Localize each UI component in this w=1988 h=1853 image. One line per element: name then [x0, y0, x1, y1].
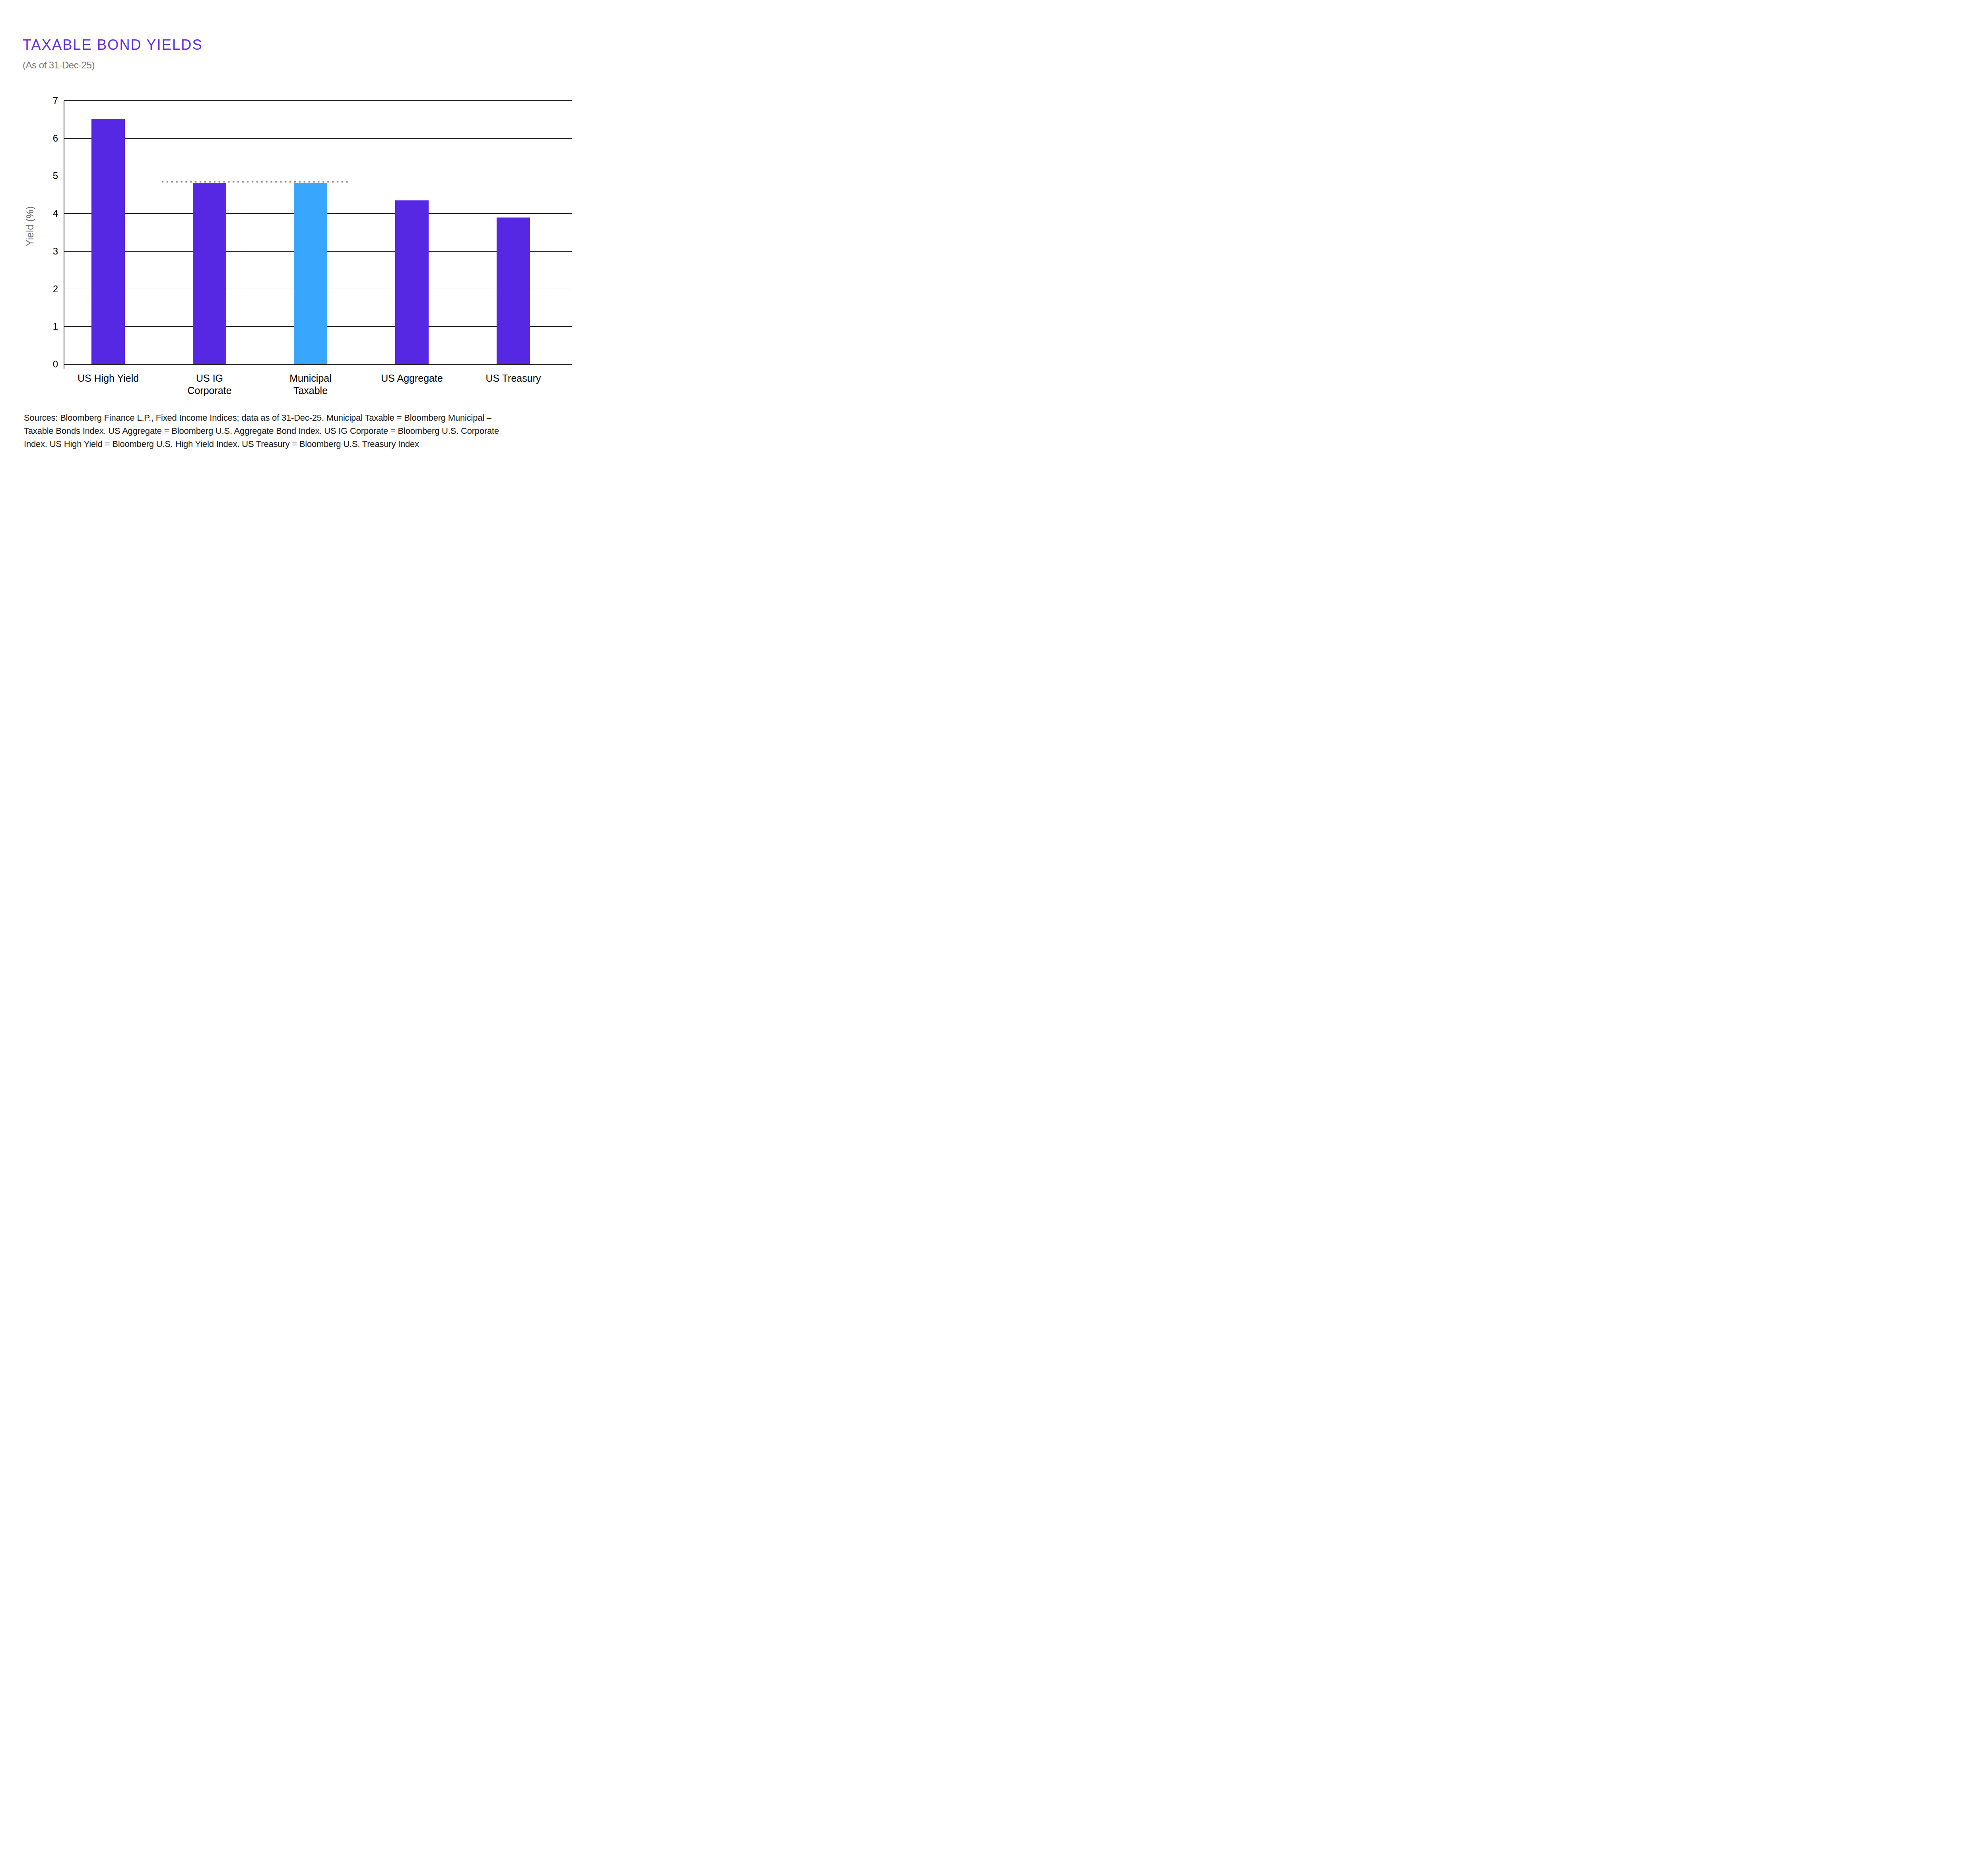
- y-tick-label-6: 6: [30, 132, 58, 144]
- gridline-7: [64, 100, 572, 101]
- y-tick-label-0: 0: [30, 358, 58, 370]
- x-label-us-high-yield: US High Yield: [62, 372, 154, 385]
- chart-subtitle: (As of 31-Dec-25): [23, 60, 95, 71]
- gridline-5: [64, 176, 572, 177]
- source-note-line: Taxable Bonds Index. US Aggregate = Bloo…: [24, 424, 573, 437]
- gridline-6: [64, 138, 572, 139]
- chart-title: TAXABLE BOND YIELDS: [23, 37, 203, 53]
- y-tick-label-2: 2: [30, 283, 58, 295]
- bar-us-ig-corporate: [193, 183, 226, 364]
- y-tick-label-1: 1: [30, 320, 58, 332]
- y-tick-label-7: 7: [30, 95, 58, 107]
- x-label-us-ig-corporate: US IG Corporate: [164, 372, 255, 397]
- bar-municipal-taxable: [294, 183, 327, 364]
- x-label-us-treasury: US Treasury: [468, 372, 559, 385]
- source-note-line: Sources: Bloomberg Finance L.P., Fixed I…: [24, 411, 573, 424]
- bar-us-aggregate: [395, 200, 429, 364]
- dotted-threshold-line: [161, 181, 350, 183]
- bar-us-treasury: [497, 218, 530, 364]
- source-note-line: Index. US High Yield = Bloomberg U.S. Hi…: [24, 437, 573, 451]
- x-label-us-aggregate: US Aggregate: [366, 372, 458, 385]
- x-label-municipal-taxable: Municipal Taxable: [265, 372, 356, 397]
- bar-us-high-yield: [91, 119, 125, 364]
- source-note: Sources: Bloomberg Finance L.P., Fixed I…: [24, 411, 573, 451]
- chart-canvas: TAXABLE BOND YIELDS (As of 31-Dec-25) 0 1…: [0, 0, 593, 463]
- y-axis-title: Yield (%): [24, 183, 36, 270]
- y-tick-label-5: 5: [30, 170, 58, 182]
